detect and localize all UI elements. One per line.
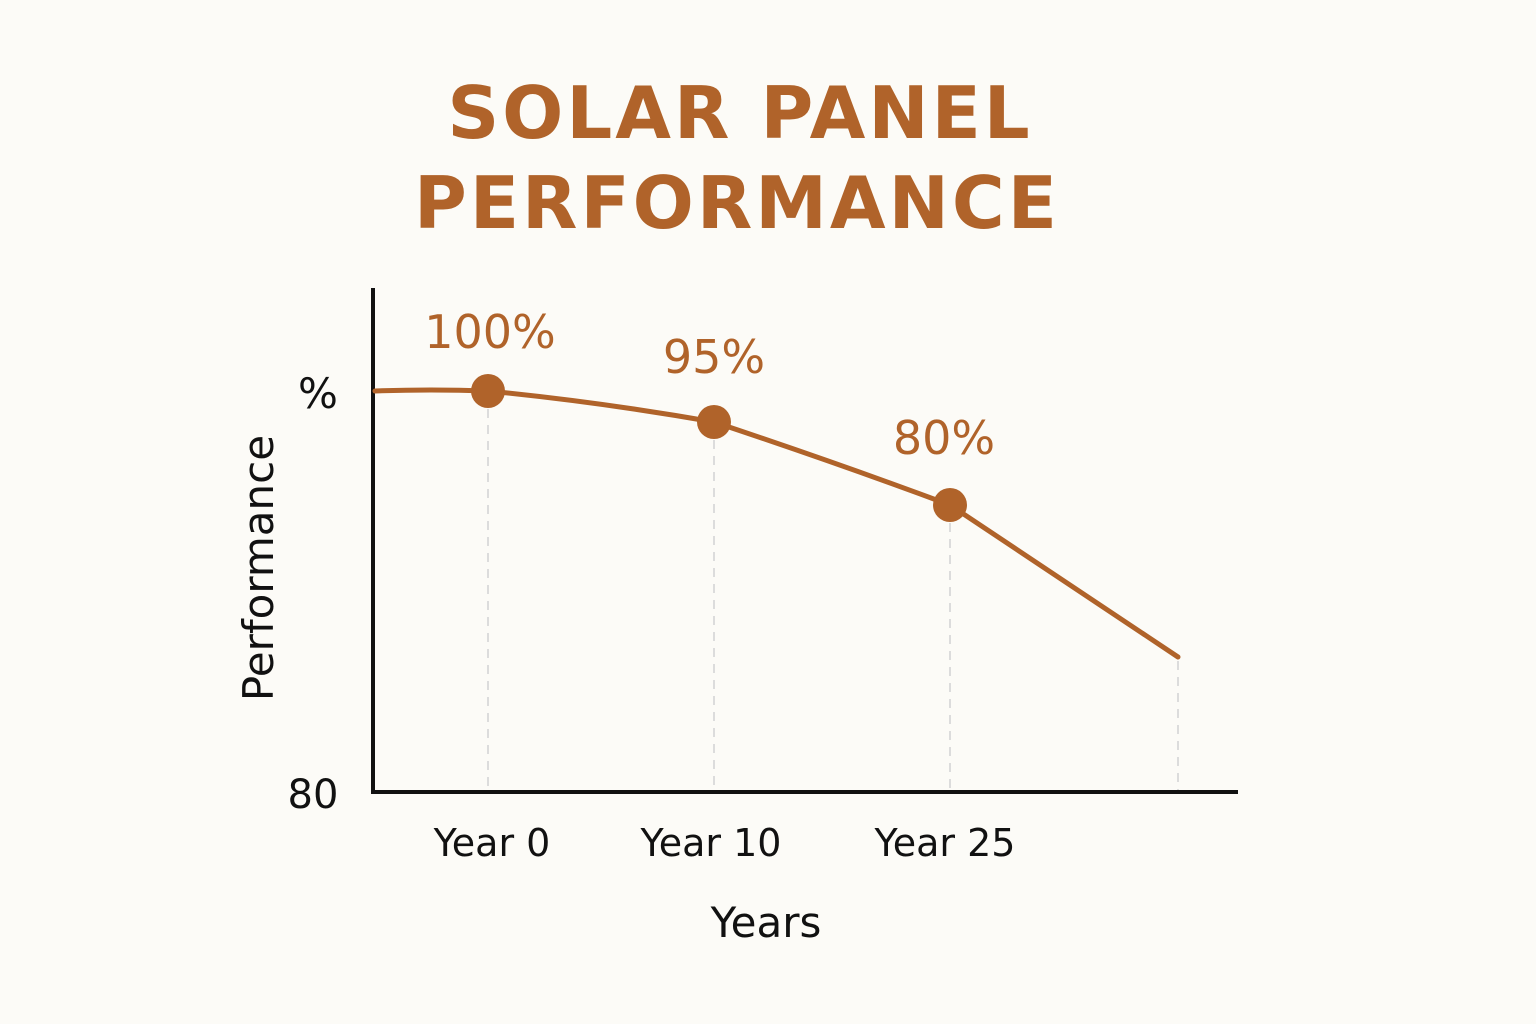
data-point-label: 80% (893, 411, 995, 465)
y-axis-label: Performance (234, 435, 283, 701)
y-min-tick-label: 80 (288, 772, 339, 818)
chart-title: SOLAR PANEL PERFORMANCE (414, 71, 1060, 245)
x-tick-labels: Year 0 Year 10 Year 25 (433, 821, 1016, 865)
chart-title-line-2: PERFORMANCE (414, 161, 1060, 245)
data-point-marker (471, 374, 505, 408)
data-point-label: 95% (663, 330, 765, 384)
x-axis-label: Years (710, 898, 822, 947)
data-point-marker (933, 488, 967, 522)
vertical-guides (487, 409, 1179, 790)
x-tick-label: Year 10 (640, 821, 782, 865)
y-unit-label: % (298, 369, 338, 418)
chart-title-line-1: SOLAR PANEL (447, 71, 1032, 155)
data-labels: 100% 95% 80% (424, 305, 995, 465)
x-tick-label: Year 25 (874, 821, 1016, 865)
x-tick-label: Year 0 (433, 821, 551, 865)
data-markers (471, 374, 967, 522)
performance-line (372, 387, 1181, 660)
data-point-marker (697, 405, 731, 439)
data-point-label: 100% (424, 305, 556, 359)
